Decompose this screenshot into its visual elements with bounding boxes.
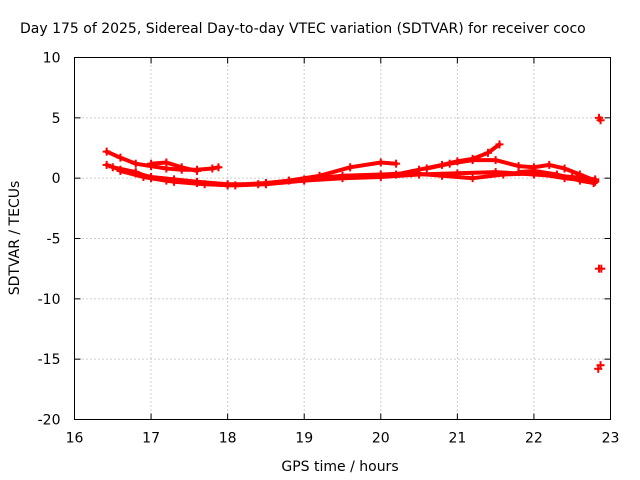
grid	[74, 57, 611, 420]
x-axis-title: GPS time / hours	[281, 459, 398, 475]
data-point	[589, 178, 598, 187]
data-point	[162, 176, 171, 185]
data-point	[491, 156, 500, 165]
y-tick-label: -15	[38, 352, 61, 368]
data-point	[483, 148, 492, 157]
outlier-point	[596, 116, 605, 125]
data-point	[499, 170, 508, 179]
y-axis-title: SDTVAR / TECUs	[7, 181, 23, 296]
y-tick-label: -10	[38, 292, 61, 308]
series-track-1	[104, 149, 221, 172]
data-point	[438, 171, 447, 180]
x-tick-label: 21	[448, 431, 466, 447]
data-point	[468, 174, 477, 183]
data-point	[102, 160, 111, 169]
data-point	[261, 178, 270, 187]
data-point	[392, 159, 401, 168]
data-point	[300, 175, 309, 184]
outlier-point	[596, 361, 605, 370]
data-point	[376, 170, 385, 179]
chart-title: Day 175 of 2025, Sidereal Day-to-day VTE…	[20, 21, 586, 37]
data-point	[147, 159, 156, 168]
outlier-point	[597, 264, 606, 273]
data-point	[422, 164, 431, 173]
data-point	[560, 164, 569, 173]
data-point	[545, 160, 554, 169]
x-tick-label: 19	[295, 431, 313, 447]
data-point	[177, 163, 186, 172]
data-point	[214, 163, 223, 172]
data-point	[445, 159, 454, 168]
data-point	[514, 168, 523, 177]
data-point	[102, 147, 111, 156]
x-tick-label: 23	[602, 431, 620, 447]
x-tick-label: 16	[66, 431, 84, 447]
data-point	[108, 163, 117, 172]
data-point	[392, 170, 401, 179]
data-point	[208, 164, 217, 173]
y-axis-ticks: -20 -15 -10 -5 0 5 10	[38, 51, 611, 429]
data-point	[223, 181, 232, 190]
data-point	[193, 166, 202, 175]
x-axis-ticks: 16 17 18 19 20 21 22 23	[66, 57, 620, 447]
series-track-5	[149, 160, 199, 173]
data-point	[575, 176, 584, 185]
data-point	[193, 178, 202, 187]
data-point	[415, 165, 424, 174]
data-point	[116, 153, 125, 162]
y-tick-label: -5	[47, 232, 61, 248]
x-tick-label: 18	[219, 431, 237, 447]
series-track-7	[424, 158, 598, 183]
y-tick-label: 5	[52, 111, 61, 127]
data-point	[529, 166, 538, 175]
x-tick-label: 20	[372, 431, 390, 447]
data-point	[376, 158, 385, 167]
x-tick-label: 17	[142, 431, 160, 447]
data-point	[495, 140, 504, 149]
data-point	[346, 163, 355, 172]
data-point	[116, 166, 125, 175]
series-group	[102, 113, 606, 373]
x-tick-label: 22	[525, 431, 543, 447]
data-point	[552, 170, 561, 179]
y-tick-label: 10	[43, 51, 61, 67]
plot-frame	[74, 57, 611, 420]
data-point	[162, 158, 171, 167]
y-tick-label: 0	[52, 171, 61, 187]
data-point	[468, 156, 477, 165]
data-point	[139, 172, 148, 181]
y-tick-label: -20	[38, 413, 61, 429]
data-point	[131, 159, 140, 168]
data-point	[338, 171, 347, 180]
